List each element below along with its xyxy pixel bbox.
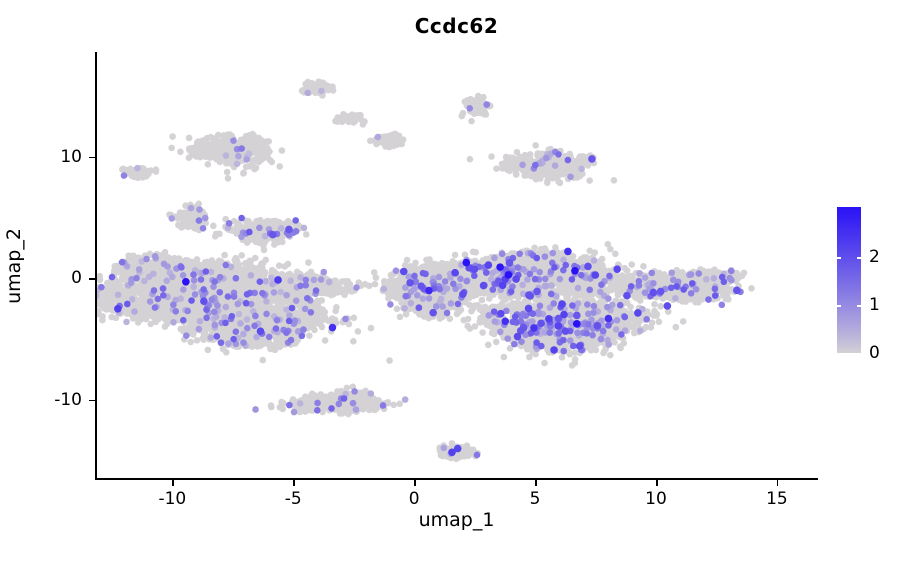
y-tick — [89, 399, 95, 402]
x-tick — [535, 480, 537, 486]
y-tick-label: -10 — [54, 389, 82, 410]
x-tick — [172, 480, 174, 486]
y-axis-label: umap_2 — [3, 228, 25, 304]
x-tick — [655, 480, 658, 486]
x-tick-label: -5 — [284, 489, 302, 509]
x-tick-label: 5 — [529, 489, 541, 509]
x-tick-label: 0 — [408, 489, 420, 509]
colorbar-tick — [857, 305, 861, 307]
x-axis-label: umap_1 — [418, 509, 495, 531]
x-tick-label: 15 — [766, 489, 788, 509]
x-tick — [776, 480, 779, 486]
y-tick-label: 10 — [60, 146, 82, 167]
x-tick-label: 10 — [645, 489, 667, 509]
colorbar-tick-label: 2 — [869, 247, 880, 268]
colorbar-tick — [837, 305, 841, 307]
colorbar-tick-label: 0 — [869, 343, 880, 363]
colorbar — [837, 207, 861, 353]
x-axis-spine — [95, 478, 818, 480]
y-tick — [89, 278, 95, 280]
x-tick — [293, 480, 295, 486]
umap-scatter-points — [95, 52, 818, 480]
x-tick-label: -10 — [158, 489, 187, 509]
colorbar-tick — [857, 257, 861, 259]
scatter-plot-axes: -10 -5 0 5 10 15 10 0 -10 — [54, 52, 818, 509]
colorbar-tick-label: 1 — [869, 295, 880, 316]
colorbar-gradient — [837, 207, 861, 353]
x-tick — [414, 480, 416, 486]
page-title: Ccdc62 — [414, 14, 499, 38]
colorbar-tick — [837, 257, 841, 259]
y-tick — [89, 156, 95, 159]
y-tick-label: 0 — [71, 268, 82, 289]
y-axis-spine — [95, 52, 97, 480]
